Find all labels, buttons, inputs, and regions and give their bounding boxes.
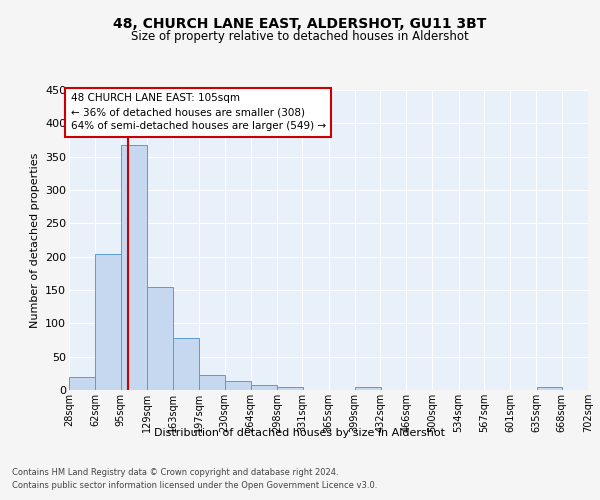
Bar <box>69 376 95 390</box>
Bar <box>225 382 251 390</box>
Text: Contains HM Land Registry data © Crown copyright and database right 2024.: Contains HM Land Registry data © Crown c… <box>12 468 338 477</box>
Y-axis label: Number of detached properties: Number of detached properties <box>29 152 40 328</box>
Bar <box>121 144 146 390</box>
Text: Contains public sector information licensed under the Open Government Licence v3: Contains public sector information licen… <box>12 480 377 490</box>
Bar <box>173 338 199 390</box>
Text: 48 CHURCH LANE EAST: 105sqm
← 36% of detached houses are smaller (308)
64% of se: 48 CHURCH LANE EAST: 105sqm ← 36% of det… <box>71 94 326 132</box>
Bar <box>277 386 303 390</box>
Text: Distribution of detached houses by size in Aldershot: Distribution of detached houses by size … <box>155 428 445 438</box>
Text: 48, CHURCH LANE EAST, ALDERSHOT, GU11 3BT: 48, CHURCH LANE EAST, ALDERSHOT, GU11 3B… <box>113 18 487 32</box>
Bar <box>199 376 225 390</box>
Bar <box>147 286 173 390</box>
Bar <box>251 384 277 390</box>
Text: Size of property relative to detached houses in Aldershot: Size of property relative to detached ho… <box>131 30 469 43</box>
Bar <box>95 254 121 390</box>
Bar <box>355 386 380 390</box>
Bar <box>536 386 562 390</box>
